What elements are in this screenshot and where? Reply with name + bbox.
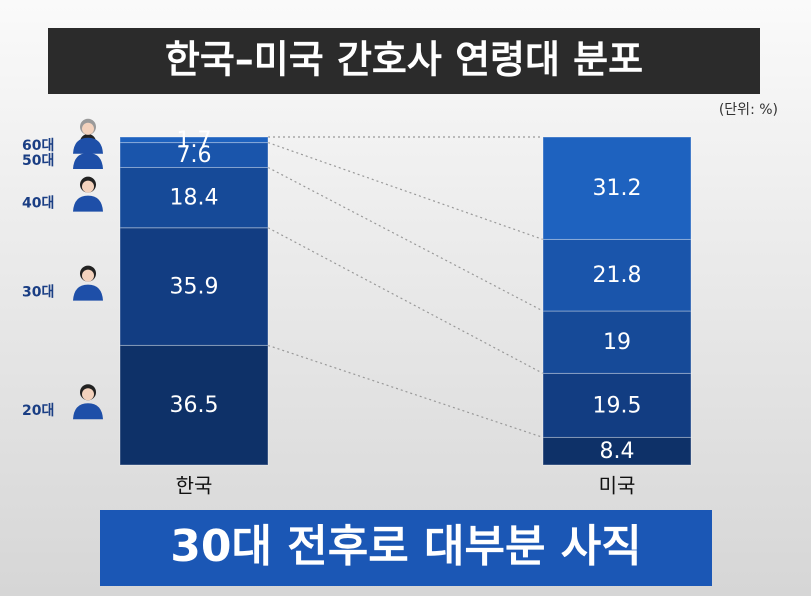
bar-segment: [119, 136, 269, 144]
chart-title: 한국–미국 간호사 연령대 분포: [165, 38, 643, 82]
bar-segment: [542, 372, 692, 438]
legend-label: 60대: [22, 138, 54, 154]
person-icon-face: [82, 269, 94, 282]
connector-line: [267, 166, 544, 312]
value-label: 19: [603, 330, 631, 355]
value-label: 7.6: [177, 143, 212, 168]
value-label: 18.4: [170, 186, 219, 211]
value-label: 35.9: [170, 275, 219, 300]
x-tick-label: 미국: [599, 474, 636, 498]
bar-segment: [542, 136, 692, 240]
person-icon-body: [73, 284, 103, 301]
legend-label: 30대: [22, 285, 54, 301]
connector-line: [267, 142, 544, 241]
title-box: [48, 28, 760, 94]
bar-segment: [542, 238, 692, 312]
person-icon-face: [82, 180, 94, 193]
legend-label: 20대: [22, 403, 54, 419]
person-icon-body: [73, 137, 103, 154]
legend-label: 50대: [22, 153, 54, 169]
value-label: 19.5: [593, 393, 642, 418]
legend-label: 40대: [22, 196, 54, 212]
bar-segment: [542, 436, 692, 466]
connector-line: [267, 344, 544, 438]
person-icon-face: [82, 122, 94, 135]
bar-segment: [119, 344, 269, 466]
x-tick-label: 한국: [176, 474, 213, 498]
value-label: 31.2: [593, 176, 642, 201]
caption: 30대 전후로 대부분 사직: [170, 521, 642, 572]
value-label: 21.8: [593, 263, 642, 288]
unit-label: (단위: %): [719, 102, 778, 118]
person-icon-body: [73, 403, 103, 420]
connector-line: [267, 227, 544, 374]
value-label: 36.5: [170, 393, 219, 418]
bar-segment: [542, 310, 692, 374]
person-icon-face: [82, 388, 94, 401]
person-icon-body: [73, 153, 103, 170]
person-icon-body: [73, 195, 103, 212]
bar-segment: [119, 142, 269, 168]
value-label: 8.4: [600, 439, 635, 464]
caption-box: [100, 510, 712, 586]
value-label: 1.7: [177, 128, 212, 153]
